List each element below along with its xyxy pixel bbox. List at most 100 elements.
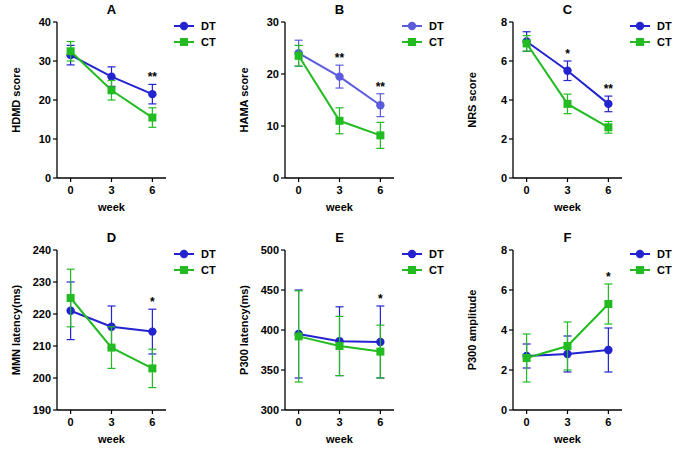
x-tick-label: 6 — [605, 416, 611, 428]
error-cap — [564, 80, 572, 81]
x-tick — [152, 410, 153, 414]
error-bar — [523, 334, 531, 382]
error-cap — [604, 121, 612, 122]
x-tick-label: 3 — [564, 416, 570, 428]
error-bar — [108, 81, 116, 101]
y-tick — [509, 289, 513, 290]
y-tick-label: 230 — [33, 276, 51, 288]
y-tick — [509, 369, 513, 370]
plot-area — [522, 284, 612, 382]
y-tick — [53, 409, 57, 410]
significance: * — [565, 47, 570, 61]
error-cap — [67, 41, 75, 42]
point — [67, 294, 75, 302]
point — [148, 90, 156, 98]
error-bar — [523, 36, 531, 52]
x-tick-label: 3 — [108, 184, 114, 196]
y-tick-label: 6 — [501, 284, 507, 296]
x-tick — [567, 410, 568, 414]
x-tick — [567, 178, 568, 182]
error-cap — [148, 349, 156, 350]
legend-item: DT — [630, 20, 672, 32]
point — [335, 72, 343, 80]
y-tick — [281, 409, 285, 410]
legend-marker — [180, 266, 188, 274]
error-cap — [67, 60, 75, 61]
y-axis-label: MMN latency(ms) — [10, 284, 22, 375]
error-cap — [108, 66, 116, 67]
legend-marker — [636, 38, 644, 46]
error-cap — [67, 326, 75, 327]
y-tick-label: 0 — [501, 172, 507, 184]
x-tick-label: 6 — [149, 184, 155, 196]
x-tick — [608, 410, 609, 414]
y-tick — [509, 249, 513, 250]
error-cap — [376, 116, 384, 117]
point — [295, 332, 303, 340]
x-tick-label: 6 — [149, 416, 155, 428]
legend-marker — [408, 266, 416, 274]
series-line — [71, 298, 153, 368]
y-tick — [53, 345, 57, 346]
x-axis-label: week — [553, 433, 582, 445]
y-tick-label: 30 — [267, 16, 279, 28]
legend-marker — [180, 22, 188, 30]
point — [376, 131, 384, 139]
y-tick-label: 10 — [267, 120, 279, 132]
legend-label: CT — [429, 264, 444, 276]
y-tick-label: 2 — [501, 364, 507, 376]
error-cap — [148, 103, 156, 104]
y-tick — [281, 177, 285, 178]
error-cap — [108, 80, 116, 81]
error-bar — [336, 316, 344, 375]
series-line — [527, 42, 609, 104]
y-tick — [281, 73, 285, 74]
point — [523, 39, 531, 47]
error-bar — [295, 40, 303, 66]
error-bar — [148, 349, 156, 387]
y-tick-label: 20 — [39, 94, 51, 106]
legend-label: DT — [201, 20, 216, 32]
panel: F02468036weekP300 amplitude*DTCT — [466, 230, 672, 445]
error-cap — [67, 339, 75, 340]
legend-label: DT — [201, 248, 216, 260]
point — [564, 342, 572, 350]
panel: D190200210220230240036weekMMN latency(ms… — [10, 230, 216, 445]
error-cap — [295, 289, 303, 290]
x-tick — [70, 410, 71, 414]
point — [563, 67, 571, 75]
legend-label: DT — [657, 20, 672, 32]
error-cap — [604, 327, 612, 328]
error-bar — [67, 42, 75, 62]
y-tick-label: 450 — [261, 284, 279, 296]
y-tick-label: 10 — [39, 133, 51, 145]
point — [108, 344, 116, 352]
error-stem — [339, 307, 340, 376]
y-tick-label: 20 — [267, 68, 279, 80]
x-tick — [339, 178, 340, 182]
error-stem — [380, 306, 381, 378]
error-cap — [336, 375, 344, 376]
error-bar — [67, 269, 75, 327]
legend-marker — [180, 38, 188, 46]
error-cap — [336, 107, 344, 108]
x-tick-label: 6 — [377, 416, 383, 428]
legend-item: DT — [402, 248, 444, 260]
x-tick — [111, 410, 112, 414]
y-tick-label: 350 — [261, 364, 279, 376]
point — [148, 327, 156, 335]
y-tick-label: 300 — [261, 404, 279, 416]
error-bar — [564, 322, 572, 370]
y-tick-label: 0 — [45, 172, 51, 184]
x-tick — [380, 178, 381, 182]
error-bar — [336, 65, 344, 88]
figure: A010203040036weekHDMD score**DTCTB010203… — [0, 0, 685, 455]
error-cap — [376, 148, 384, 149]
error-cap — [604, 371, 612, 372]
y-tick — [281, 289, 285, 290]
point — [108, 86, 116, 94]
y-tick — [53, 138, 57, 139]
legend-label: DT — [429, 20, 444, 32]
error-bar — [108, 327, 116, 369]
plot-area — [294, 40, 384, 148]
